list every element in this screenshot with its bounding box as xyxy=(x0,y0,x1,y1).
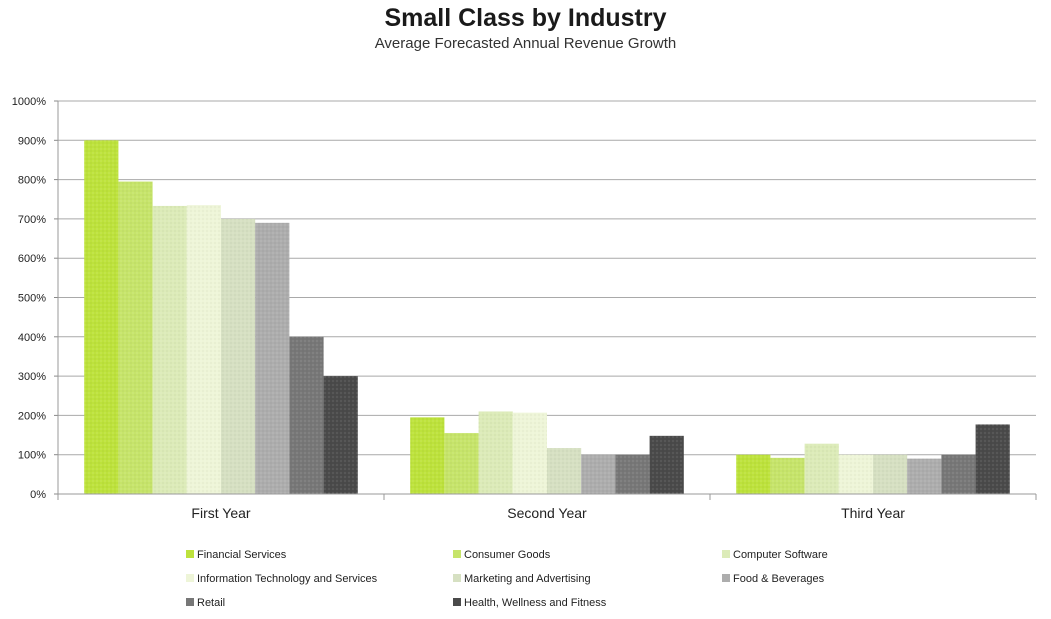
bar-texture xyxy=(444,433,479,494)
y-tick-label: 400% xyxy=(18,332,46,344)
bar-texture xyxy=(581,454,616,494)
bar-texture xyxy=(941,454,976,494)
bar-texture xyxy=(804,443,839,494)
y-tick-label: 600% xyxy=(18,253,46,265)
y-axis-ticks: 0% 100% 200% 300% 400% 500% 600% 700% 800% 900% 10… xyxy=(12,96,58,501)
x-axis: First Year Second Year Third Year xyxy=(57,101,1037,521)
bar-texture xyxy=(649,435,684,494)
bar-texture xyxy=(152,205,187,494)
bar-texture xyxy=(118,181,153,494)
bar-texture xyxy=(255,222,290,494)
bar-texture xyxy=(873,454,908,494)
bar-texture xyxy=(770,457,805,494)
bar-texture xyxy=(615,454,650,494)
bar-texture xyxy=(323,376,358,494)
bar-texture xyxy=(289,336,324,494)
y-tick-label: 0% xyxy=(30,489,46,501)
y-tick-label: 100% xyxy=(18,450,46,462)
y-tick-label: 1000% xyxy=(12,96,46,108)
chart-subtitle: Average Forecasted Annual Revenue Growth xyxy=(374,35,677,52)
y-tick-label: 900% xyxy=(18,135,46,147)
bar-texture xyxy=(186,205,221,494)
bar-texture xyxy=(512,412,547,494)
y-tick-label: 500% xyxy=(18,293,46,305)
bar-texture xyxy=(975,424,1010,494)
bar-texture xyxy=(907,458,942,494)
bar-texture xyxy=(838,454,873,494)
bars xyxy=(84,140,1010,495)
x-tick-label: First Year xyxy=(191,505,250,521)
bar-texture xyxy=(84,140,119,495)
bar-texture xyxy=(547,448,582,494)
bar-texture xyxy=(410,417,445,494)
bar-texture xyxy=(221,218,256,494)
y-tick-label: 200% xyxy=(18,410,46,422)
x-tick-label: Second Year xyxy=(507,505,587,521)
bar-texture xyxy=(478,411,513,494)
x-tick-label: Third Year xyxy=(841,505,905,521)
y-tick-label: 300% xyxy=(18,371,46,383)
bar-texture xyxy=(736,454,771,494)
y-tick-label: 800% xyxy=(18,175,46,187)
chart-title: Small Class by Industry xyxy=(384,4,667,32)
y-tick-label: 700% xyxy=(18,214,46,226)
